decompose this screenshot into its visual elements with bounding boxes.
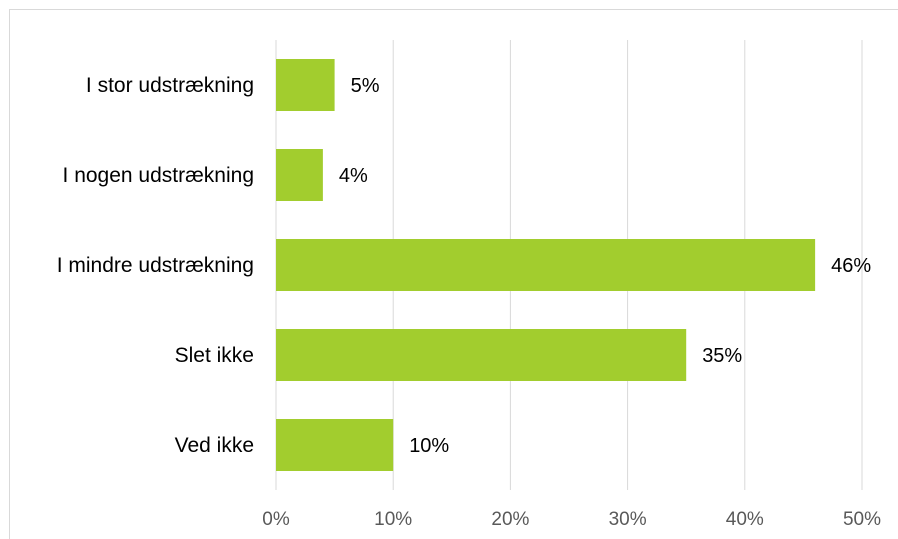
x-tick-label: 0% [262,509,290,530]
category-label: I stor udstrækning [86,74,254,97]
x-tick-label: 50% [843,509,881,530]
category-label: I mindre udstrækning [57,254,254,277]
bar [276,59,335,111]
data-label: 35% [702,345,742,367]
labels: 0% 10% 20% 30% 40% 50% I stor udstrækning 5% I n… [57,74,881,530]
bar [276,329,687,381]
data-label: 46% [831,255,871,277]
data-label: 5% [351,75,380,97]
category-label: Slet ikke [175,344,254,367]
bar [276,239,816,291]
category-label: I nogen udstrækning [63,164,254,187]
category-label: Ved ikke [175,434,254,457]
bars [276,59,816,471]
x-tick-label: 40% [726,509,764,530]
bar [276,419,394,471]
data-label: 10% [409,435,449,457]
x-tick-label: 30% [609,509,647,530]
x-tick-label: 20% [491,509,529,530]
bar [276,149,323,201]
chart-frame [9,9,898,539]
x-tick-label: 10% [374,509,412,530]
data-label: 4% [339,165,368,187]
